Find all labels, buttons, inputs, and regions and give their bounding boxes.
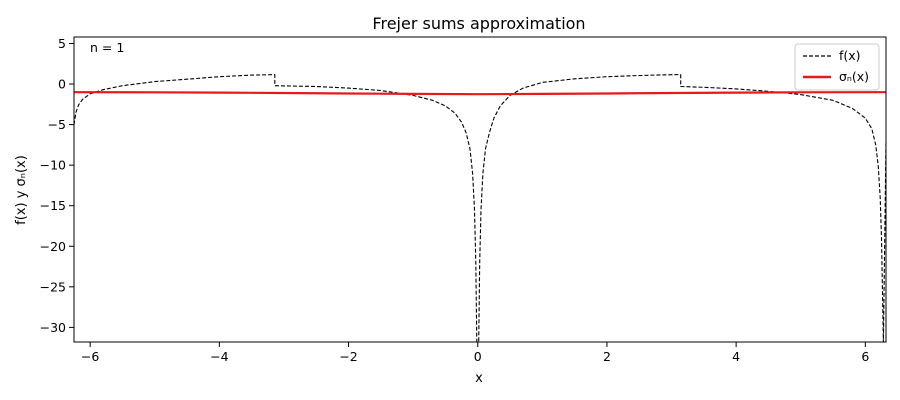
x-tick-label: 6	[861, 349, 869, 364]
series-0-line	[74, 74, 886, 342]
y-tick-label: −5	[48, 117, 66, 132]
x-tick-label: −4	[210, 349, 228, 364]
n-annotation: n = 1	[90, 40, 124, 55]
y-tick-label: −25	[40, 279, 66, 294]
plot-frame	[73, 36, 887, 343]
y-axis-label: f(x) y σₙ(x)	[14, 155, 29, 225]
plot-area	[73, 36, 887, 343]
chart-title: Frejer sums approximation	[372, 14, 585, 33]
y-tick-label: −30	[40, 320, 66, 335]
x-tick-label: 4	[732, 349, 740, 364]
legend-label-f: f(x)	[839, 48, 861, 63]
series-layer	[74, 74, 886, 342]
x-tick-label: 2	[603, 349, 611, 364]
legend-label-sigma: σₙ(x)	[839, 69, 869, 84]
plot-background	[74, 37, 886, 342]
x-tick-label: −6	[81, 349, 99, 364]
x-axis-label: x	[475, 371, 483, 386]
x-axis: −6 −4 −2 0 2 4 6	[81, 342, 869, 364]
x-tick-label: 0	[474, 349, 482, 364]
y-axis: 5 0 −5 −10 −15 −20 −25 −30	[40, 36, 74, 335]
legend: f(x) σₙ(x)	[794, 43, 880, 91]
x-tick-label: −2	[339, 349, 357, 364]
y-tick-label: 5	[58, 36, 66, 51]
y-tick-label: −10	[40, 158, 66, 173]
y-tick-label: −15	[40, 198, 66, 213]
y-tick-label: −20	[40, 239, 66, 254]
y-tick-label: 0	[58, 77, 66, 92]
series-1-line	[74, 91, 886, 96]
